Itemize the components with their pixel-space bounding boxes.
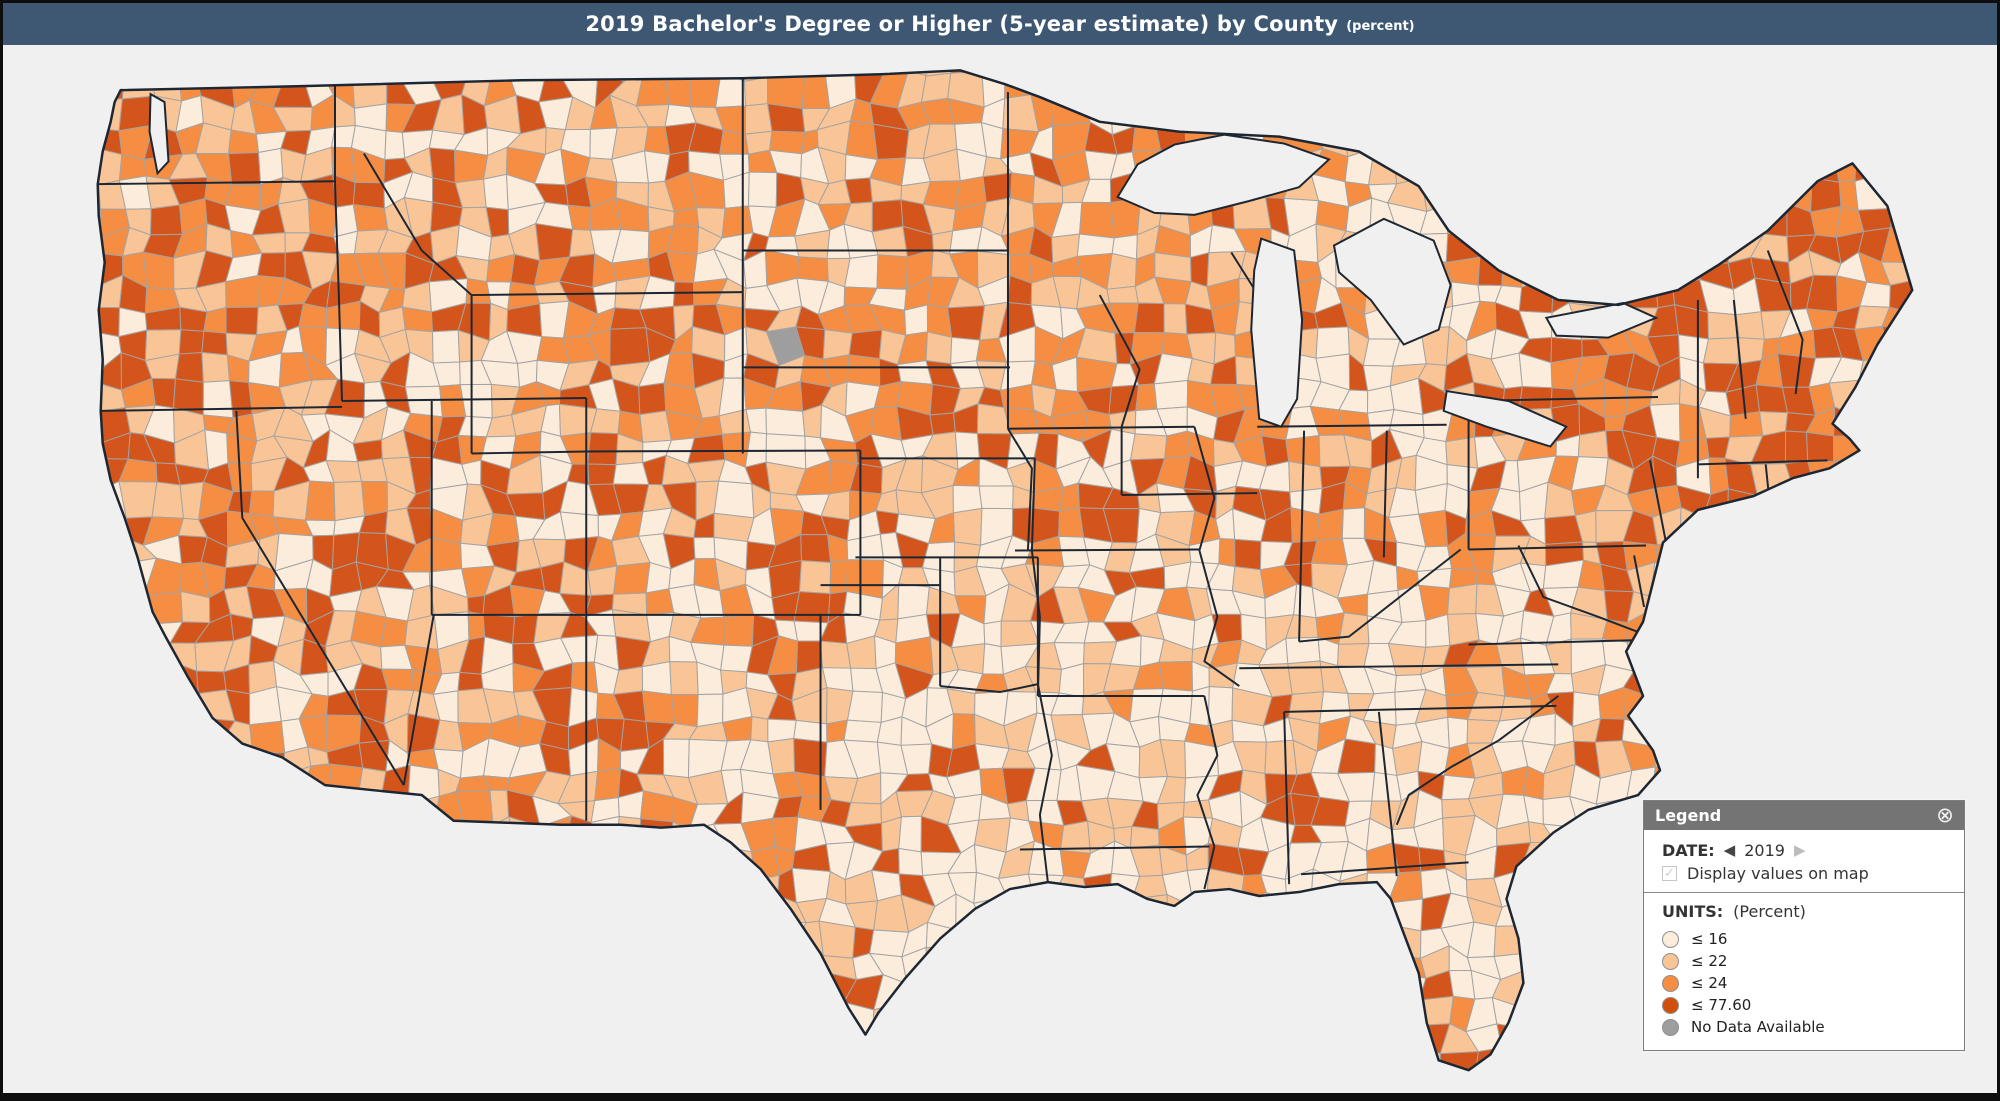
state-borders	[97, 78, 1828, 890]
display-values-row: ✓ Display values on map	[1662, 864, 1954, 883]
legend-panel: Legend ⊗ DATE: ◀ 2019 ▶ ✓ Display values…	[1643, 800, 1965, 1051]
legend-class-row: No Data Available	[1662, 1016, 1954, 1038]
title-bar: 2019 Bachelor's Degree or Higher (5-year…	[3, 3, 1997, 45]
legend-class-row: ≤ 16	[1662, 928, 1954, 950]
class-label-3: ≤ 24	[1691, 974, 1728, 992]
units-row: UNITS: (Percent)	[1662, 902, 1954, 921]
class-label-1: ≤ 16	[1691, 930, 1728, 948]
class-swatch-1	[1662, 930, 1679, 948]
display-values-checkbox[interactable]: ✓	[1662, 866, 1677, 881]
class-label-2: ≤ 22	[1691, 952, 1728, 970]
class-label-5: No Data Available	[1691, 1018, 1825, 1036]
date-row: DATE: ◀ 2019 ▶	[1662, 841, 1954, 860]
close-icon[interactable]: ⊗	[1936, 802, 1954, 827]
date-label: DATE:	[1662, 841, 1715, 860]
class-swatch-3	[1662, 974, 1679, 992]
units-label: UNITS:	[1662, 902, 1724, 921]
class-label-4: ≤ 77.60	[1691, 996, 1752, 1014]
legend-divider	[1644, 892, 1964, 893]
legend-title: Legend	[1655, 806, 1722, 825]
units-value: (Percent)	[1733, 902, 1806, 921]
legend-class-row: ≤ 22	[1662, 950, 1954, 972]
great-lakes	[148, 92, 1659, 448]
previous-year-button[interactable]: ◀	[1723, 841, 1736, 859]
legend-header[interactable]: Legend ⊗	[1644, 801, 1964, 830]
legend-class-row: ≤ 77.60	[1662, 994, 1954, 1016]
us-county-choropleth-map[interactable]	[3, 3, 1997, 1093]
next-year-button[interactable]: ▶	[1793, 841, 1806, 859]
us-outline	[96, 69, 1914, 1072]
class-swatch-4	[1662, 996, 1679, 1014]
legend-body: DATE: ◀ 2019 ▶ ✓ Display values on map U…	[1644, 830, 1964, 1050]
display-values-label: Display values on map	[1687, 864, 1869, 883]
page-title-units: (percent)	[1346, 19, 1415, 34]
legend-class-row: ≤ 24	[1662, 972, 1954, 994]
page-title: 2019 Bachelor's Degree or Higher (5-year…	[585, 12, 1339, 36]
date-value: 2019	[1744, 841, 1785, 860]
class-swatch-5	[1662, 1018, 1679, 1036]
class-swatch-2	[1662, 952, 1679, 970]
